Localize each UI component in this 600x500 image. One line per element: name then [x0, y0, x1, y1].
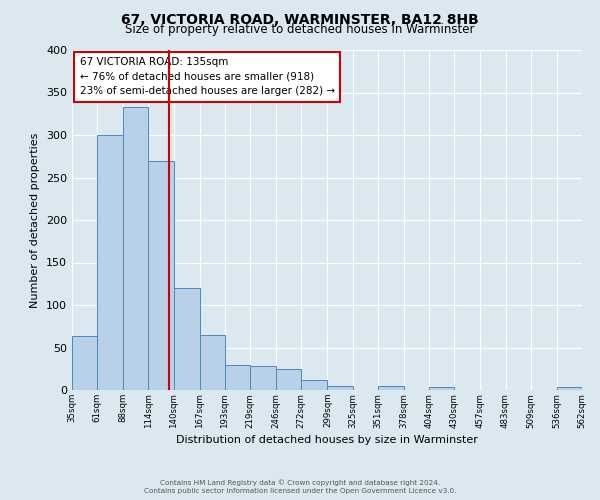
Bar	[97, 135, 123, 390]
Bar	[557, 388, 582, 390]
Bar	[378, 386, 404, 390]
Bar	[429, 388, 454, 390]
Bar	[200, 335, 225, 390]
Text: 67 VICTORIA ROAD: 135sqm
← 76% of detached houses are smaller (918)
23% of semi-: 67 VICTORIA ROAD: 135sqm ← 76% of detach…	[80, 57, 335, 96]
Text: Size of property relative to detached houses in Warminster: Size of property relative to detached ho…	[125, 22, 475, 36]
Bar	[328, 386, 353, 390]
Bar	[225, 364, 250, 390]
Bar	[173, 288, 200, 390]
Bar	[148, 160, 173, 390]
Bar	[276, 369, 301, 390]
X-axis label: Distribution of detached houses by size in Warminster: Distribution of detached houses by size …	[176, 434, 478, 444]
Bar	[72, 336, 97, 390]
Bar	[123, 107, 148, 390]
Y-axis label: Number of detached properties: Number of detached properties	[31, 132, 40, 308]
Bar	[301, 380, 328, 390]
Text: Contains HM Land Registry data © Crown copyright and database right 2024.
Contai: Contains HM Land Registry data © Crown c…	[144, 479, 456, 494]
Bar	[250, 366, 276, 390]
Text: 67, VICTORIA ROAD, WARMINSTER, BA12 8HB: 67, VICTORIA ROAD, WARMINSTER, BA12 8HB	[121, 12, 479, 26]
